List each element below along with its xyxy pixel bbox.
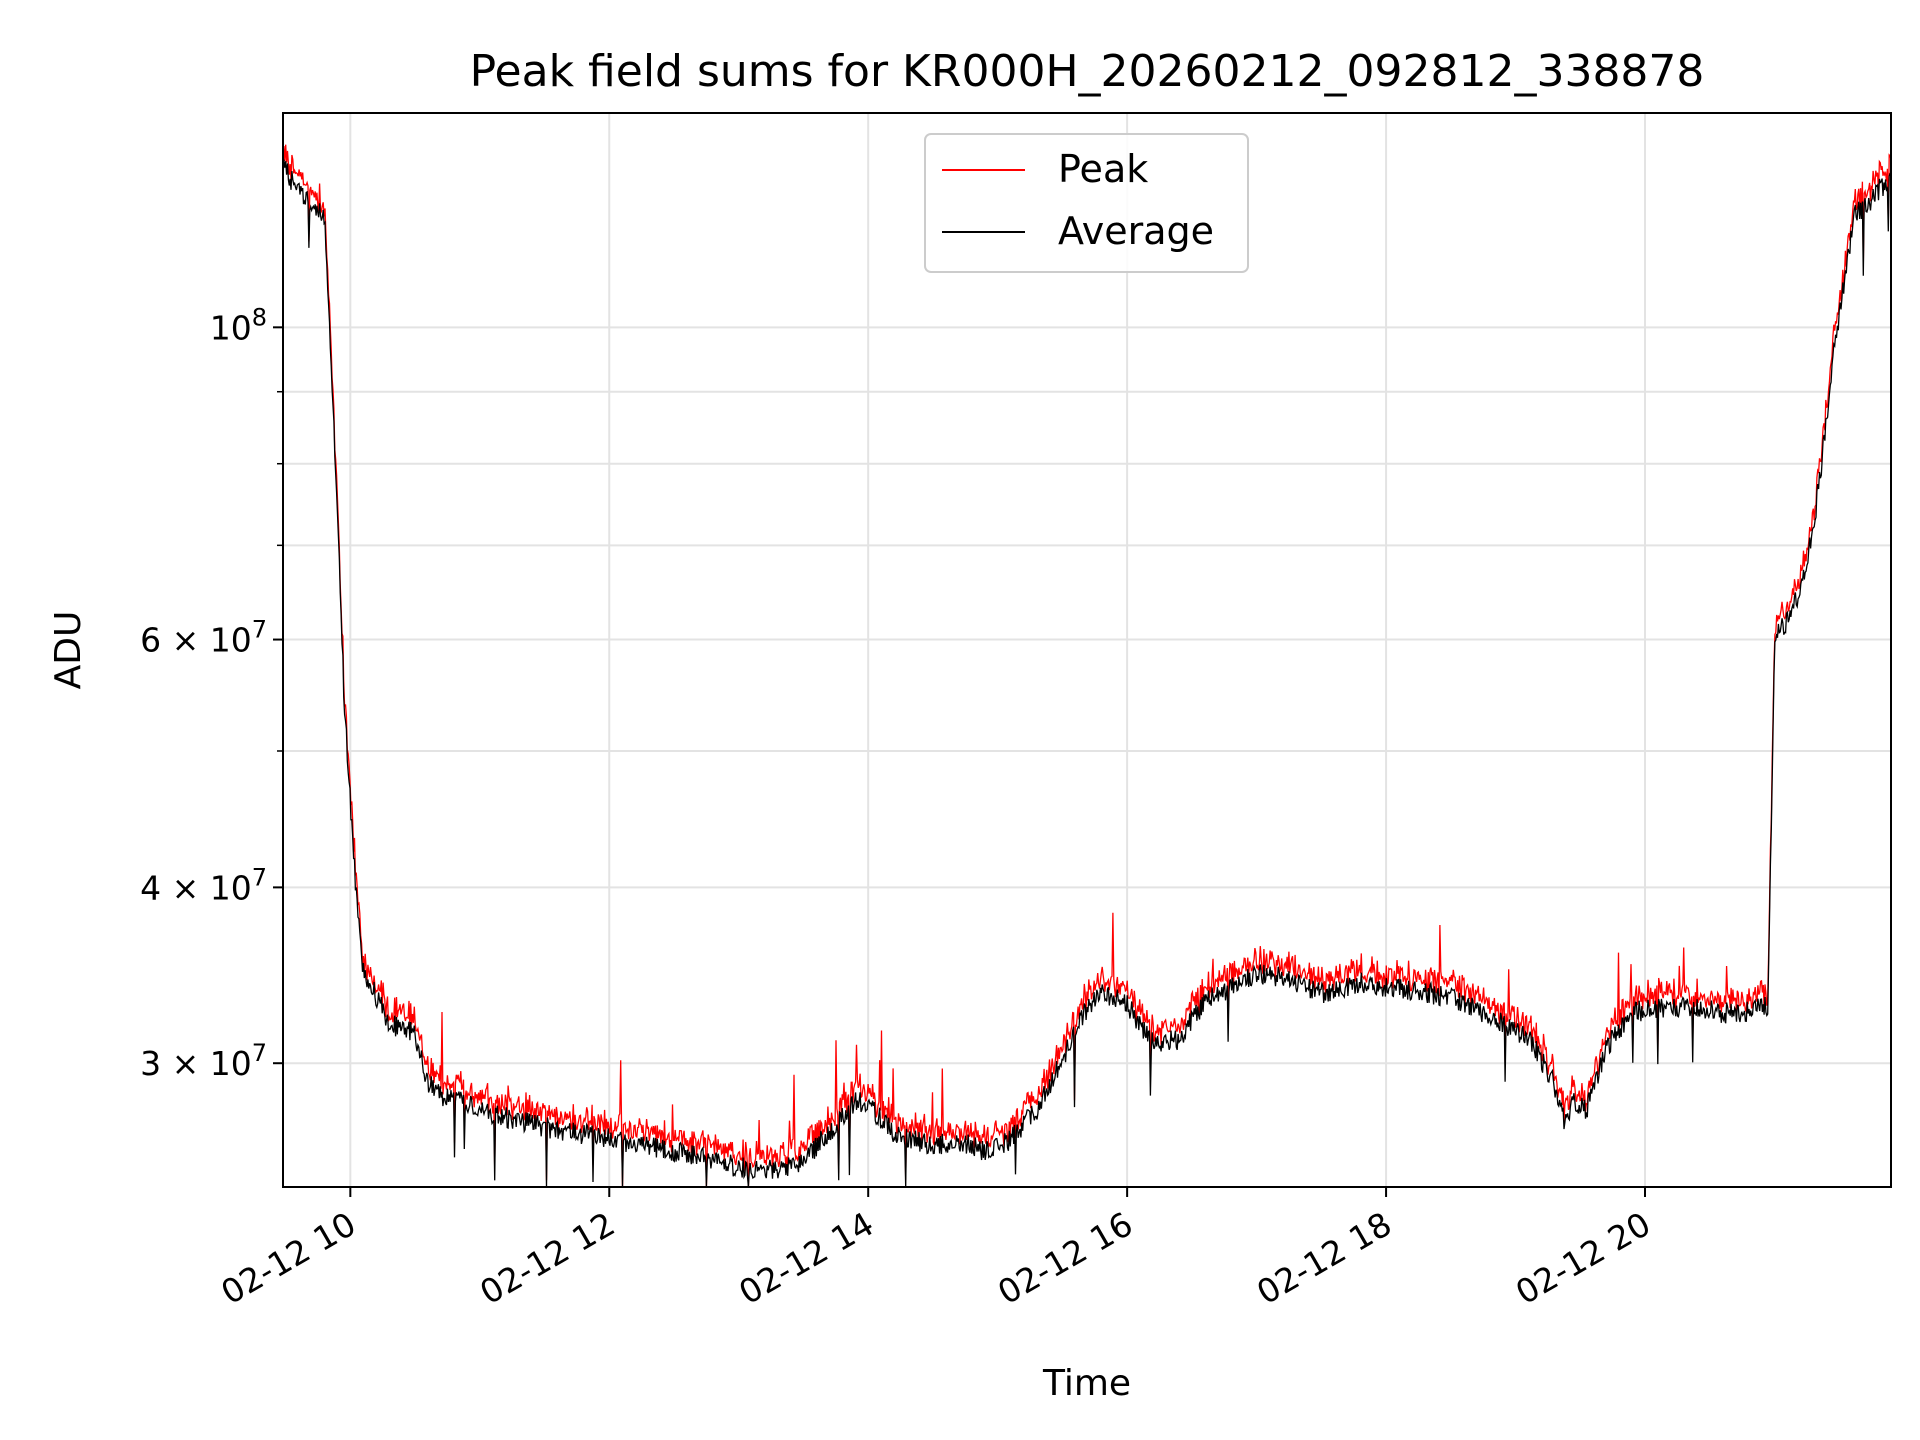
average-line bbox=[282, 159, 1892, 1188]
plot-frame bbox=[282, 112, 1892, 1188]
y-tick-label: 4 × 107 bbox=[140, 863, 267, 907]
grid bbox=[283, 113, 1891, 1187]
legend-average-label: Average bbox=[1058, 209, 1214, 253]
y-axis: 108 6 × 107 4 × 107 3 × 107 bbox=[140, 303, 283, 1083]
legend-box bbox=[924, 133, 1249, 273]
legend-peak-label: Peak bbox=[1058, 147, 1148, 191]
series-average bbox=[282, 159, 1892, 1188]
x-axis-label: Time bbox=[1042, 1363, 1131, 1404]
series-peak bbox=[282, 144, 1892, 1188]
legend: Peak Average bbox=[924, 133, 1249, 273]
chart-title: Peak field sums for KR000H_20260212_0928… bbox=[470, 46, 1705, 97]
peak-line bbox=[282, 144, 1892, 1188]
y-tick-label: 3 × 107 bbox=[140, 1039, 267, 1083]
y-tick-label: 6 × 107 bbox=[140, 616, 267, 660]
y-tick-label: 108 bbox=[210, 303, 267, 347]
y-axis-label: ADU bbox=[48, 611, 89, 690]
